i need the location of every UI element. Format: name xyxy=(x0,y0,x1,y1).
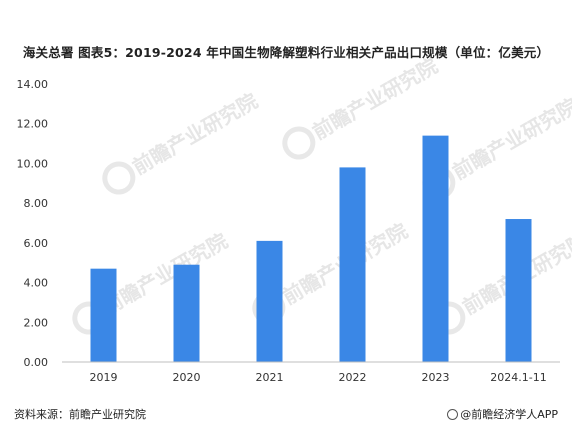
x-tick-label: 2021 xyxy=(256,371,284,384)
x-tick-label: 2020 xyxy=(173,371,201,384)
y-tick-label: 8.00 xyxy=(24,197,49,210)
x-tick-label: 2022 xyxy=(339,371,367,384)
bar-2019 xyxy=(90,268,117,362)
y-tick-label: 2.00 xyxy=(24,316,49,329)
y-tick-label: 14.00 xyxy=(17,78,49,91)
app-logo-icon xyxy=(447,409,459,420)
watermark-text: 前瞻产业研究院 xyxy=(98,229,231,320)
watermark-logo: 前瞻产业研究院 xyxy=(432,229,572,335)
bar-2024.1-11 xyxy=(505,219,532,362)
y-tick-label: 4.00 xyxy=(24,277,49,290)
watermark-text: 前瞻产业研究院 xyxy=(448,94,572,185)
x-tick-label: 2023 xyxy=(422,371,450,384)
watermarks: 前瞻产业研究院前瞻产业研究院前瞻产业研究院前瞻产业研究院前瞻产业研究院前瞻产业研… xyxy=(72,54,572,335)
bar-2021 xyxy=(256,240,283,362)
bars xyxy=(90,135,532,362)
bar-2022 xyxy=(339,167,366,362)
chart-title: 海关总署 图表5：2019-2024 年中国生物降解塑料行业相关产品出口规模（单… xyxy=(22,45,550,60)
watermark-logo: 前瞻产业研究院 xyxy=(282,54,442,160)
bar-2020 xyxy=(173,264,200,362)
watermark-text: 前瞻产业研究院 xyxy=(308,54,441,145)
credit-text: @前瞻经济学人APP xyxy=(460,408,558,421)
bar-2023 xyxy=(422,135,449,362)
y-tick-label: 10.00 xyxy=(17,157,49,170)
y-tick-label: 12.00 xyxy=(17,118,49,131)
x-axis-ticks: 2019 2020 2021 2022 2023 2024.1-11 xyxy=(90,371,547,384)
watermark-logo: 前瞻产业研究院 xyxy=(102,89,262,195)
credit-note: @前瞻经济学人APP xyxy=(447,406,558,422)
y-tick-label: 0.00 xyxy=(24,356,49,369)
x-tick-label: 2024.1-11 xyxy=(490,371,546,384)
x-tick-label: 2019 xyxy=(90,371,118,384)
source-note: 资料来源：前瞻产业研究院 xyxy=(14,408,146,421)
watermark-text: 前瞻产业研究院 xyxy=(128,89,261,180)
y-tick-label: 6.00 xyxy=(24,237,49,250)
y-axis-ticks: 0.00 2.00 4.00 6.00 8.00 10.00 12.00 14.00 xyxy=(17,78,49,369)
